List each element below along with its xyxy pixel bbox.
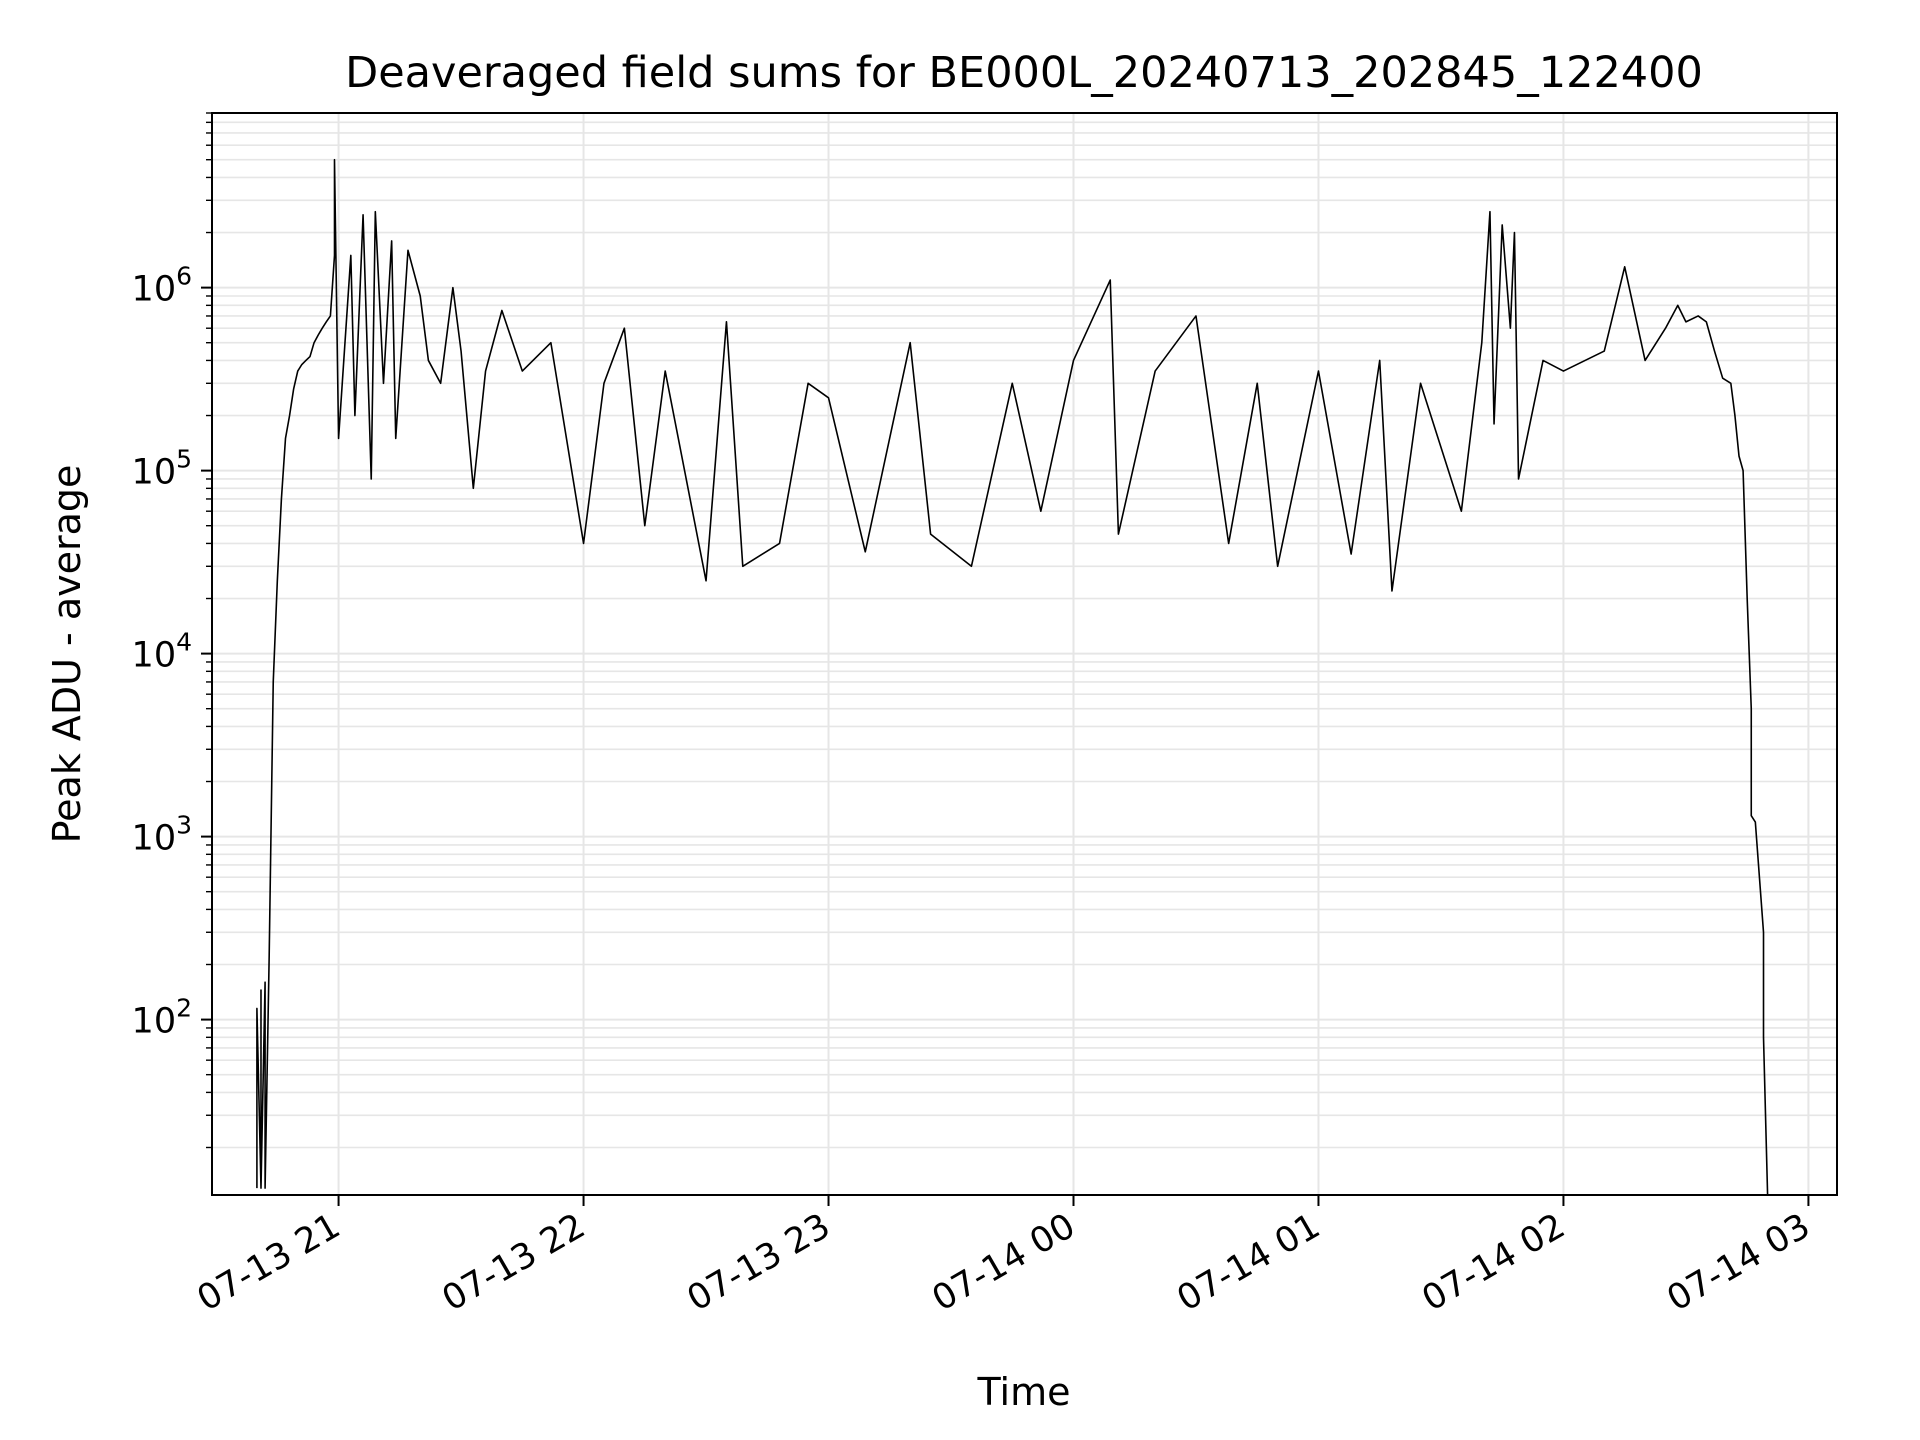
series-line xyxy=(256,158,1769,1196)
y-tick-label: 105 xyxy=(132,445,192,493)
y-tick-label: 104 xyxy=(132,628,192,676)
y-tick-label: 102 xyxy=(132,994,192,1042)
y-axis: 102 103 104 105 106 xyxy=(132,112,212,1149)
y-tick-label: 103 xyxy=(132,811,192,859)
y-axis-label: Peak ADU - average xyxy=(45,465,89,844)
y-tick-label: 106 xyxy=(132,262,192,310)
chart-title: Deaveraged field sums for BE000L_2024071… xyxy=(345,48,1703,98)
series-group xyxy=(256,158,1769,1196)
grid xyxy=(212,112,1837,1195)
x-axis-label: Time xyxy=(977,1370,1071,1414)
